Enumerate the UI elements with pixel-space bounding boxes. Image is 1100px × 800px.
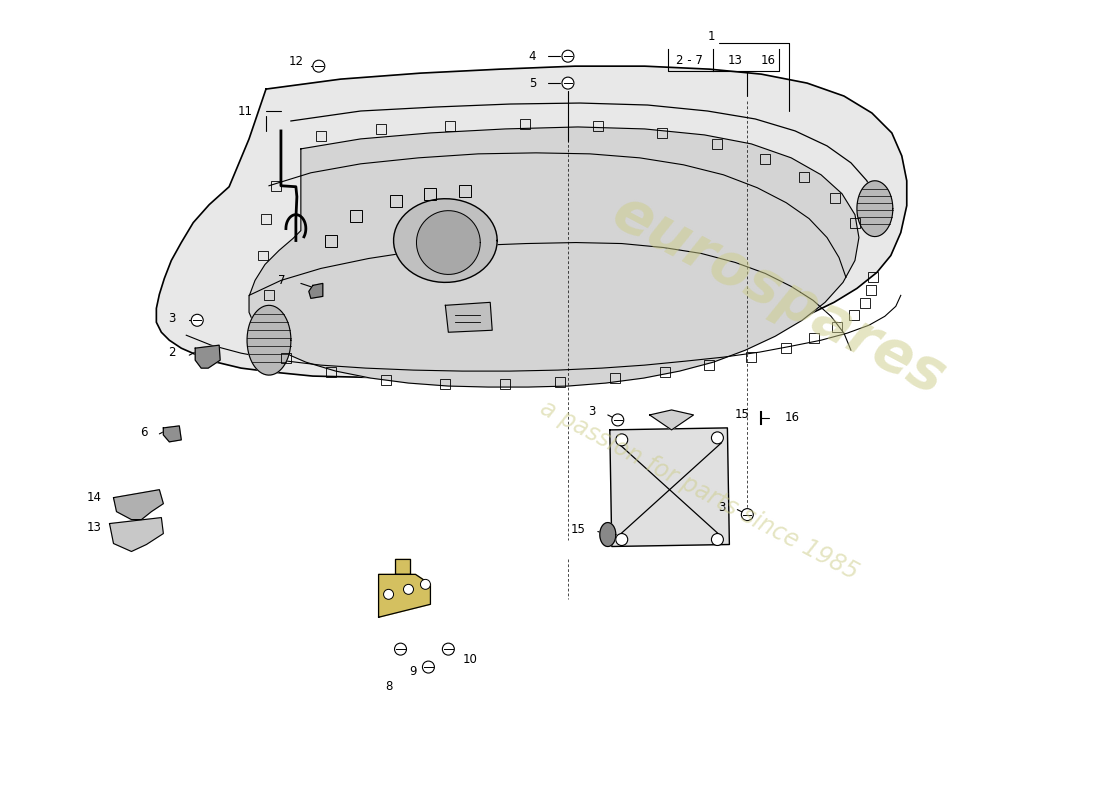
Polygon shape [650, 410, 693, 430]
Text: 9: 9 [409, 665, 417, 678]
Text: 6: 6 [140, 426, 147, 439]
Text: 13: 13 [87, 521, 101, 534]
Circle shape [712, 432, 724, 444]
Circle shape [404, 584, 414, 594]
Polygon shape [600, 522, 616, 546]
Polygon shape [163, 426, 182, 442]
Text: eurospares: eurospares [603, 183, 956, 407]
Text: 16: 16 [761, 54, 776, 66]
Polygon shape [110, 518, 163, 551]
Text: a passion for parts since 1985: a passion for parts since 1985 [537, 395, 862, 584]
Text: 12: 12 [289, 54, 304, 68]
Text: 16: 16 [784, 411, 800, 425]
Circle shape [191, 314, 204, 326]
Text: 8: 8 [385, 681, 393, 694]
Circle shape [422, 661, 435, 673]
Polygon shape [195, 345, 220, 368]
Text: 3: 3 [718, 501, 725, 514]
Polygon shape [609, 428, 729, 546]
Text: 15: 15 [571, 523, 586, 536]
Polygon shape [378, 559, 430, 618]
Text: 5: 5 [529, 77, 536, 90]
Text: 15: 15 [735, 409, 749, 422]
Text: 2 - 7: 2 - 7 [676, 54, 703, 66]
Polygon shape [309, 283, 322, 298]
Text: 14: 14 [87, 491, 101, 504]
Circle shape [616, 534, 628, 546]
Text: 7: 7 [278, 274, 286, 287]
Circle shape [395, 643, 407, 655]
Circle shape [562, 50, 574, 62]
Polygon shape [249, 127, 859, 387]
Circle shape [712, 534, 724, 546]
Polygon shape [857, 181, 893, 237]
Polygon shape [446, 302, 492, 332]
Polygon shape [248, 306, 290, 375]
Circle shape [312, 60, 324, 72]
Circle shape [442, 643, 454, 655]
Text: 13: 13 [728, 54, 743, 66]
Text: 10: 10 [462, 653, 477, 666]
Circle shape [420, 579, 430, 590]
Circle shape [562, 77, 574, 89]
Text: 3: 3 [588, 406, 596, 418]
Polygon shape [417, 210, 481, 274]
Circle shape [616, 434, 628, 446]
Text: 4: 4 [528, 50, 536, 62]
Polygon shape [113, 490, 163, 519]
Text: 2: 2 [168, 346, 175, 358]
Circle shape [741, 509, 754, 521]
Text: 1: 1 [707, 30, 715, 42]
Circle shape [384, 590, 394, 599]
Text: 11: 11 [238, 105, 253, 118]
Polygon shape [394, 198, 497, 282]
Circle shape [612, 414, 624, 426]
Text: 3: 3 [168, 312, 175, 325]
Polygon shape [156, 66, 906, 378]
